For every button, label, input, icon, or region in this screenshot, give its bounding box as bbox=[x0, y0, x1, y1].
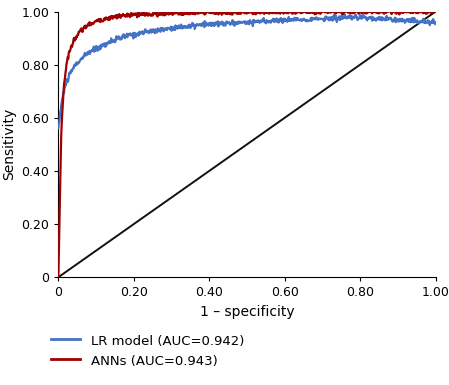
Legend: LR model (AUC=0.942), ANNs (AUC=0.943): LR model (AUC=0.942), ANNs (AUC=0.943) bbox=[46, 329, 250, 373]
Y-axis label: Sensitivity: Sensitivity bbox=[2, 108, 16, 181]
X-axis label: 1 – specificity: 1 – specificity bbox=[200, 305, 294, 319]
